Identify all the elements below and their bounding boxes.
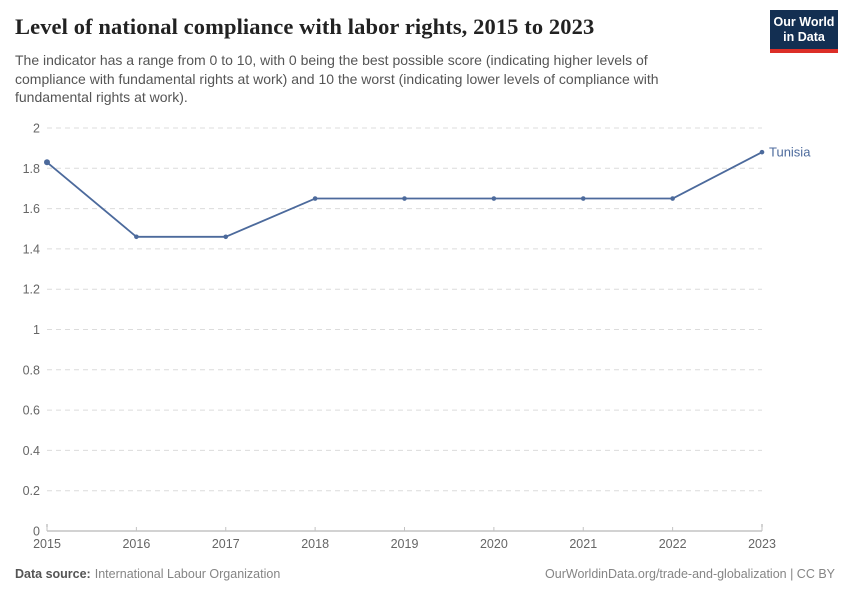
- owid-logo-line1: Our World: [773, 15, 835, 29]
- x-axis-tick-label: 2019: [391, 537, 419, 551]
- chart-footer: Data source: International Labour Organiz…: [15, 567, 835, 581]
- y-axis-tick-label: 2: [33, 122, 40, 136]
- y-axis-tick-label: 0: [33, 525, 40, 539]
- y-axis-tick-label: 0.2: [23, 484, 40, 498]
- x-axis-tick-label: 2020: [480, 537, 508, 551]
- data-source-value: International Labour Organization: [94, 567, 281, 581]
- x-axis-tick-label: 2017: [212, 537, 240, 551]
- y-axis-tick-label: 1.4: [23, 242, 40, 256]
- y-axis-tick-label: 1.8: [23, 162, 40, 176]
- attribution-link[interactable]: OurWorldinData.org/trade-and-globalizati…: [545, 567, 835, 581]
- x-axis-tick-label: 2015: [33, 537, 61, 551]
- x-axis-tick-label: 2023: [748, 537, 776, 551]
- data-line-tunisia[interactable]: [46, 151, 763, 238]
- x-axis-tick-label: 2022: [659, 537, 687, 551]
- x-axis-tick-label: 2021: [569, 537, 597, 551]
- series-label-tunisia[interactable]: Tunisia: [769, 145, 811, 160]
- data-point-2015[interactable]: [44, 159, 50, 166]
- page-title: Level of national compliance with labor …: [15, 14, 595, 39]
- data-point-2020[interactable]: [491, 196, 497, 201]
- data-point-2016[interactable]: [134, 234, 139, 240]
- data-source: Data source: International Labour Organiz…: [15, 567, 280, 581]
- owid-logo-line2: in Data: [783, 29, 825, 44]
- data-point-2023[interactable]: [759, 149, 765, 155]
- x-axis-tick-label: 2018: [301, 537, 329, 551]
- data-point-2021[interactable]: [580, 196, 586, 201]
- y-axis-tick-label: 0.4: [23, 444, 40, 458]
- owid-logo[interactable]: Our World in Data: [770, 10, 838, 53]
- y-axis-tick-label: 0.6: [23, 404, 40, 418]
- data-point-2022[interactable]: [670, 196, 675, 201]
- chart-subtitle: The indicator has a range from 0 to 10, …: [15, 52, 659, 106]
- y-axis-tick-label: 1: [33, 323, 40, 337]
- x-axis-tick-label: 2016: [122, 537, 150, 551]
- y-axis-tick-label: 1.6: [23, 202, 40, 216]
- y-axis-tick-label: 0.8: [23, 363, 40, 377]
- data-source-label: Data source:: [15, 567, 91, 581]
- data-point-2019[interactable]: [402, 196, 407, 201]
- y-axis-tick-label: 1.2: [23, 283, 40, 297]
- data-point-2017[interactable]: [223, 234, 229, 240]
- data-point-2018[interactable]: [312, 196, 318, 201]
